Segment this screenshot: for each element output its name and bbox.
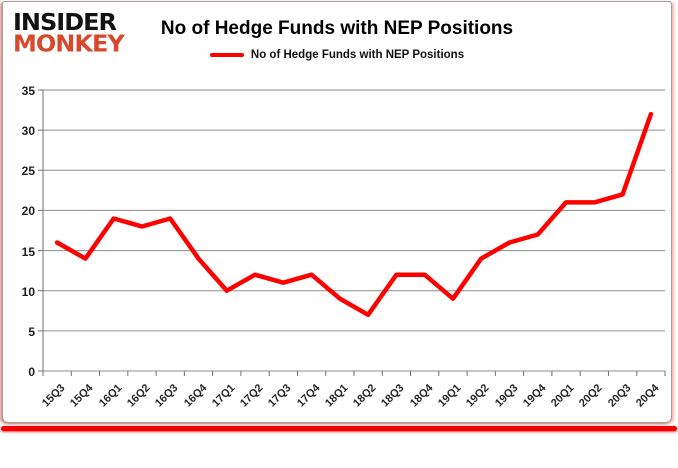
chart-title: No of Hedge Funds with NEP Positions — [160, 18, 514, 39]
y-tick-label: 15 — [21, 244, 35, 259]
logo-line-monkey: MONKEY — [13, 30, 125, 58]
y-tick-label: 25 — [21, 164, 35, 179]
y-tick-label: 35 — [21, 84, 35, 98]
y-tick-label: 5 — [28, 324, 35, 339]
legend: No of Hedge Funds with NEP Positions — [3, 49, 671, 61]
chart-header: No of Hedge Funds with NEP Positions No … — [3, 2, 671, 61]
legend-label: No of Hedge Funds with NEP Positions — [250, 49, 465, 61]
y-tick-label: 20 — [21, 204, 35, 219]
insider-monkey-logo: INSIDER MONKEY — [13, 9, 125, 58]
red-accent-bar — [1, 426, 677, 431]
line-chart-svg — [38, 89, 666, 376]
page: { "logo": { "line1": "INSIDER", "line2":… — [0, 0, 678, 431]
y-tick-label: 30 — [21, 124, 35, 139]
data-series-line — [54, 111, 654, 318]
chart-panel: INSIDER MONKEY No of Hedge Funds with NE… — [2, 1, 672, 423]
y-tick-label: 0 — [28, 365, 35, 379]
y-tick-label: 10 — [21, 284, 35, 299]
legend-line-swatch-icon — [209, 53, 244, 57]
logo-line-insider: INSIDER — [13, 9, 117, 37]
